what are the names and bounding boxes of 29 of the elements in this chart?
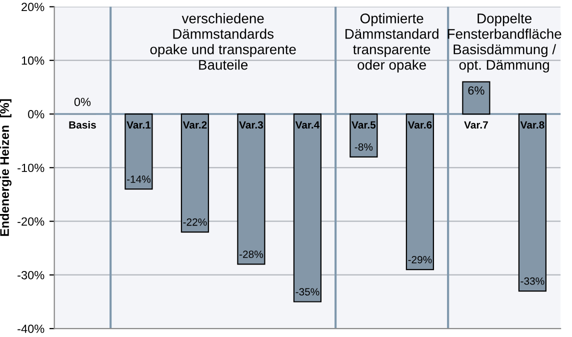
x-tick-label: Var.5 — [352, 121, 376, 129]
y-tick-label: 20% — [22, 2, 44, 12]
x-tick-label: Var.6 — [408, 121, 432, 129]
data-label: -33% — [520, 277, 544, 285]
data-label: -14% — [127, 176, 150, 183]
data-label: 6% — [468, 86, 484, 95]
y-tick-label: -20% — [18, 217, 44, 226]
x-tick-label: Var.7 — [464, 121, 488, 129]
data-label: 0% — [74, 98, 91, 106]
x-tick-label: Var.2 — [182, 121, 207, 129]
y-tick-label: 10% — [22, 56, 44, 65]
x-tick-label: Var.8 — [520, 121, 544, 129]
y-axis-title: Endenergie Heizen [%] — [0, 99, 12, 236]
x-tick-label: Var.3 — [239, 121, 263, 129]
x-tick-label: Var.4 — [295, 121, 320, 129]
y-tick-label: -40% — [18, 324, 44, 333]
annotation: Optimierte Dämmstandard transparente oder opake — [345, 13, 438, 73]
y-tick-label: -10% — [18, 164, 44, 172]
data-label: -28% — [240, 250, 263, 258]
data-label: -29% — [408, 256, 432, 264]
x-tick-label: Var.1 — [126, 121, 151, 129]
y-tick-label: -30% — [18, 270, 44, 280]
annotation: verschiedene Dämmstandards opake und transparente Bauteile — [150, 13, 296, 70]
y-tick-label: 0% — [28, 110, 44, 118]
data-label: -35% — [296, 288, 320, 296]
data-label: -8% — [354, 143, 373, 151]
x-tick-label: Basis — [69, 120, 96, 129]
data-label: -22% — [183, 218, 207, 226]
annotation: Doppelte Fensterbandfläche Basisdämmung / opt. Dämmung — [448, 13, 562, 73]
